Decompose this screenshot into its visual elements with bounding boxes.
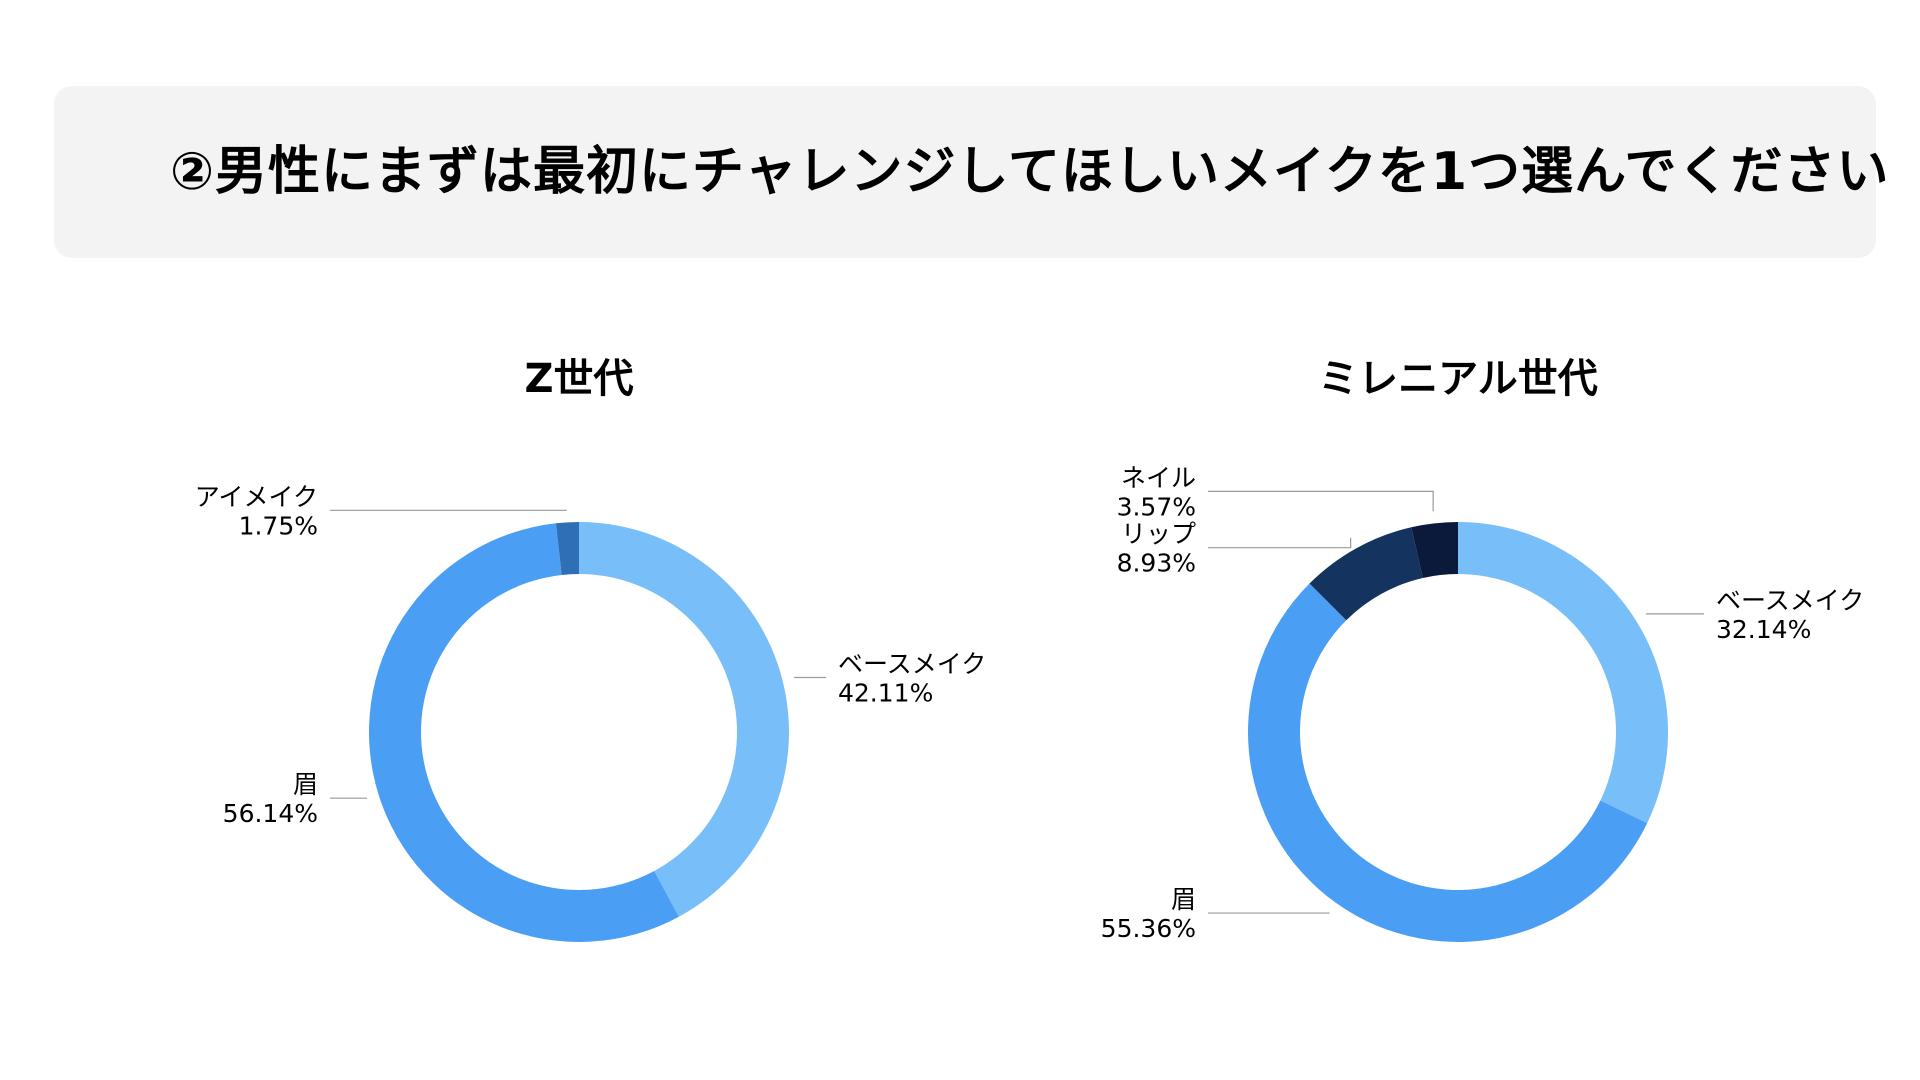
leader-line: [1208, 490, 1434, 512]
donut-slice: [579, 522, 789, 917]
page-title: ②男性にまずは最初にチャレンジしてほしいメイクを1つ選んでください: [170, 142, 1890, 202]
donut-slice: [1411, 522, 1458, 578]
slice-value-label: 56.14%: [223, 799, 318, 828]
title-banner: ②男性にまずは最初にチャレンジしてほしいメイクを1つ選んでください: [54, 86, 1889, 258]
slice-value-label: 42.11%: [838, 679, 933, 708]
slice-category-label: ベースメイク: [838, 650, 986, 679]
slice-category-label: アイメイク: [195, 482, 318, 511]
slice-category-label: 眉: [1171, 885, 1196, 914]
leader-line: [1208, 537, 1352, 549]
chart-title: ミレニアル世代: [1318, 356, 1598, 402]
chart-title: Z世代: [524, 356, 633, 402]
slice-value-label: 32.14%: [1716, 615, 1811, 644]
slice-value-label: 55.36%: [1101, 914, 1196, 943]
donut-slice: [1458, 522, 1668, 824]
slice-value-label: 8.93%: [1117, 549, 1196, 578]
donut-slice: [1309, 527, 1423, 621]
slice-category-label: リップ: [1121, 520, 1196, 549]
slice-category-label: 眉: [293, 770, 318, 799]
slice-value-label: 3.57%: [1117, 492, 1196, 521]
slice-value-label: 1.75%: [239, 511, 318, 540]
slice-category-label: ネイル: [1121, 463, 1196, 492]
donut-slice: [1248, 583, 1648, 942]
slice-category-label: ベースメイク: [1716, 586, 1864, 615]
donut-slice: [555, 522, 579, 575]
donut-slice: [369, 523, 679, 942]
